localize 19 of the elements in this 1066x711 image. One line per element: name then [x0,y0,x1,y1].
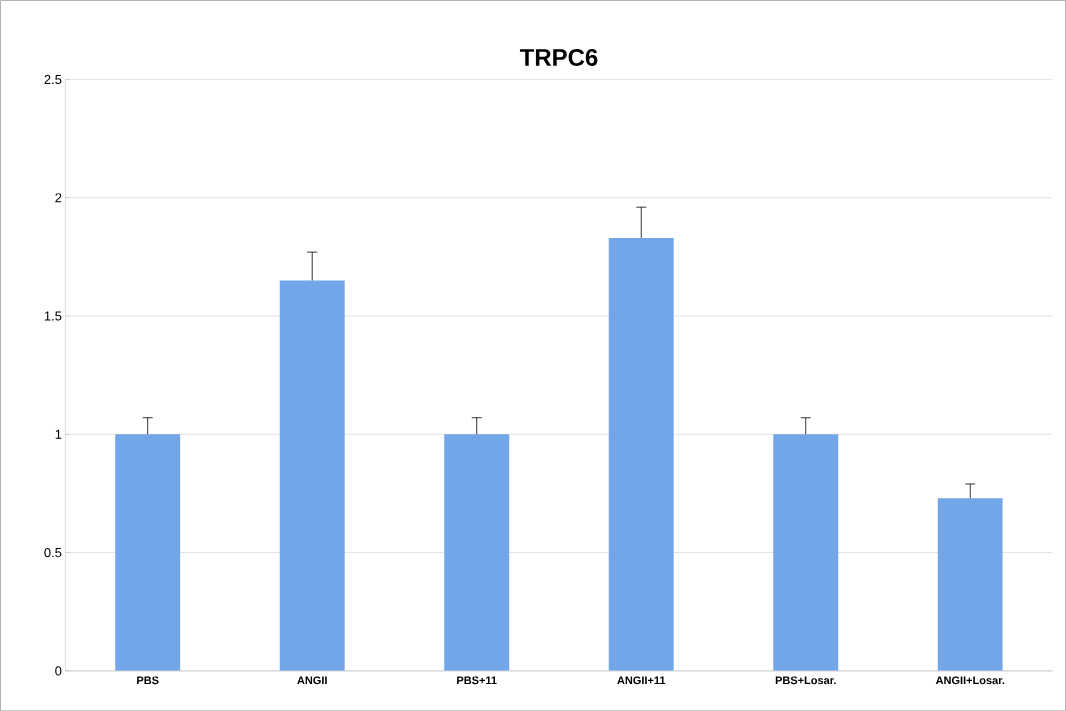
y-tick-label: 2.5 [44,74,62,84]
x-tick-label: ANGII+11 [617,676,666,685]
chart-title: TRPC6 [519,48,598,66]
x-tick-label: ANGII+Losar. [935,676,1005,685]
x-tick-label: PBS+11 [457,676,497,685]
y-tick-label: 1.5 [44,311,62,321]
bar [773,434,839,671]
bar [115,434,181,671]
y-tick-label: 1 [55,429,62,439]
y-tick-label: 0 [55,666,62,676]
x-tick-label: ANGII [297,676,327,685]
x-tick-label: PBS [137,676,159,685]
y-tick-label: 0.5 [44,547,62,558]
bar [444,434,510,671]
x-tick-label: PBS+Losar. [775,676,836,685]
bar [608,237,674,671]
bar [279,280,345,671]
bar [937,498,1003,671]
y-tick-label: 2 [55,193,62,203]
